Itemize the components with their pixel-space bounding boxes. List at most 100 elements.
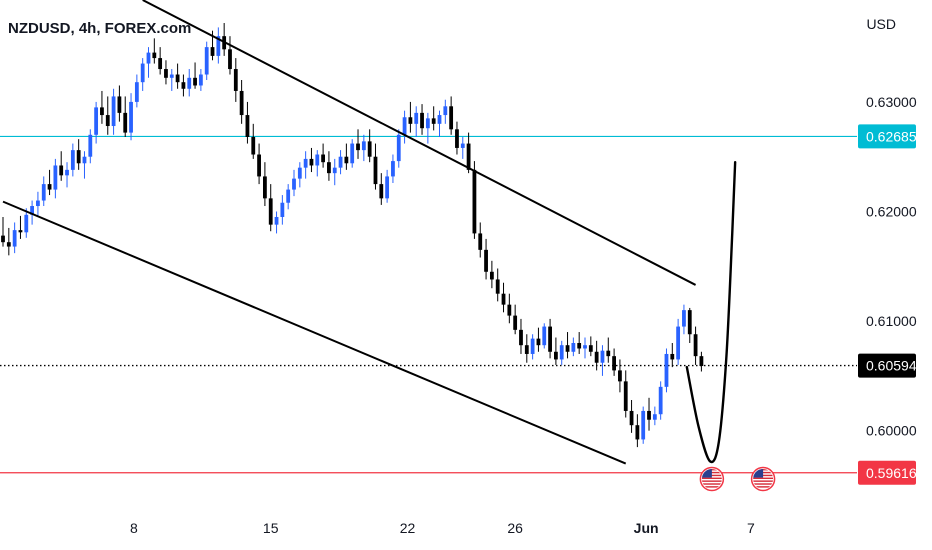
candle	[623, 370, 628, 418]
candle	[36, 191, 40, 216]
candle	[303, 151, 308, 179]
candle	[396, 129, 401, 168]
candle	[472, 161, 477, 239]
candle	[356, 129, 360, 159]
time-tick-label: 8	[130, 520, 138, 536]
candle	[449, 96, 454, 135]
trendline-upper-channel[interactable]	[142, 0, 697, 286]
candle	[664, 348, 669, 393]
price-tick-label: 0.60000	[866, 423, 917, 439]
candle	[682, 304, 686, 335]
us-flag-icon[interactable]	[750, 466, 776, 492]
candle	[658, 381, 663, 420]
candle	[460, 136, 465, 159]
price-tick-label: 0.62000	[866, 204, 917, 220]
candle	[53, 158, 58, 199]
candle	[286, 184, 291, 210]
candle	[635, 414, 640, 448]
candle	[420, 104, 424, 135]
candle	[111, 88, 116, 135]
candle	[344, 143, 349, 170]
candle	[280, 195, 285, 225]
trendlines[interactable]	[2, 0, 697, 465]
candle	[652, 406, 657, 426]
candle	[47, 169, 52, 196]
event-markers[interactable]	[699, 466, 776, 492]
candle	[577, 332, 582, 354]
candle	[6, 227, 11, 256]
candle	[233, 58, 238, 102]
candle	[82, 151, 87, 179]
candle	[402, 110, 407, 144]
projection-path[interactable]	[685, 160, 737, 464]
candle	[41, 176, 46, 207]
time-tick-label: 26	[507, 520, 523, 536]
candle	[501, 282, 506, 313]
candle	[425, 112, 430, 144]
candle	[519, 318, 523, 354]
candle	[70, 143, 75, 177]
us-flag-icon[interactable]	[699, 466, 725, 492]
candle	[105, 96, 110, 135]
candle	[100, 90, 104, 124]
price-badge-label: 0.60594	[866, 358, 917, 374]
candle	[495, 268, 500, 302]
candle	[1, 216, 5, 247]
projection-curve[interactable]	[685, 160, 737, 464]
price-axis[interactable]: 0.63000 0.62000 0.61000 0.60000 0.62685 0.605…	[858, 94, 917, 485]
candle	[641, 406, 646, 444]
currency-label: USD	[866, 16, 896, 32]
candle	[676, 318, 681, 365]
candle	[187, 69, 192, 97]
candle	[76, 139, 81, 170]
plot-area	[1, 0, 737, 465]
candle	[117, 85, 122, 122]
candle	[152, 38, 157, 64]
candle	[12, 222, 17, 254]
candle	[193, 62, 197, 89]
candle	[367, 129, 372, 163]
candle	[693, 326, 698, 365]
candle	[164, 60, 168, 85]
candle	[414, 106, 419, 137]
price-badge-label: 0.62685	[866, 128, 917, 144]
candle	[198, 69, 203, 91]
candle	[530, 334, 535, 360]
candle	[327, 151, 331, 181]
price-badge-2[interactable]: 0.59616	[858, 460, 917, 485]
candle	[379, 173, 384, 205]
candle	[338, 150, 343, 175]
candle	[385, 169, 390, 203]
candle	[321, 143, 325, 168]
candle	[484, 238, 488, 280]
candle	[431, 106, 436, 131]
candle	[699, 351, 704, 372]
candle	[216, 27, 221, 64]
candle	[204, 41, 209, 80]
trendline-lower-channel[interactable]	[2, 200, 627, 465]
candle	[443, 99, 448, 124]
symbol-title: NZDUSD, 4h, FOREX.com	[8, 20, 192, 37]
candle	[629, 399, 634, 433]
candle	[59, 151, 64, 181]
candle	[88, 129, 93, 164]
candle	[350, 139, 355, 168]
candle	[24, 208, 29, 238]
time-axis[interactable]: 8 15 22 26 Jun 7	[130, 520, 755, 536]
candle	[30, 200, 34, 225]
price-badge-1[interactable]: 0.60594	[858, 353, 917, 378]
candle	[507, 293, 512, 324]
time-tick-label: Jun	[634, 520, 659, 536]
time-tick-label: 22	[400, 520, 416, 536]
candle	[169, 69, 174, 91]
time-tick-label: 15	[263, 520, 279, 536]
candle	[245, 101, 250, 144]
candle	[222, 23, 227, 56]
candle	[292, 169, 296, 197]
candle	[455, 121, 459, 155]
price-badge-0[interactable]: 0.62685	[858, 124, 917, 149]
time-tick-label: 7	[747, 520, 755, 536]
candle	[297, 162, 302, 188]
candle	[670, 343, 675, 368]
